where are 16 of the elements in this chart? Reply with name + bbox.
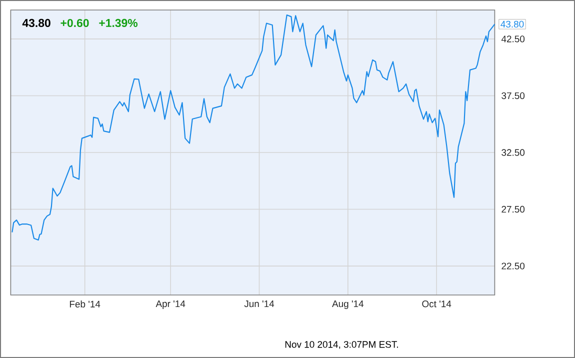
x-tick-label: Jun '14 — [244, 300, 274, 308]
y-tick-label: 22.50 — [502, 262, 525, 270]
annotation: +1.39% — [99, 18, 138, 28]
x-tick-label: Feb '14 — [70, 300, 100, 308]
line-series — [12, 14, 496, 241]
x-tick-label: Oct '14 — [422, 300, 452, 308]
y-tick-label: 27.50 — [502, 206, 525, 213]
x-tick-label: Aug '14 — [332, 300, 364, 309]
annotation: 43.80 — [500, 20, 524, 28]
annotation: +0.60 — [60, 18, 89, 28]
y-tick-label: 32.50 — [502, 149, 525, 156]
x-tick-label: Apr '14 — [156, 300, 186, 309]
text: Nov 10 2014, 3:07PM EST. — [285, 341, 398, 349]
y-tick-label: 37.50 — [502, 92, 525, 100]
annotation: 43.80 — [22, 18, 50, 28]
y-tick-label: 42.50 — [501, 36, 525, 42]
